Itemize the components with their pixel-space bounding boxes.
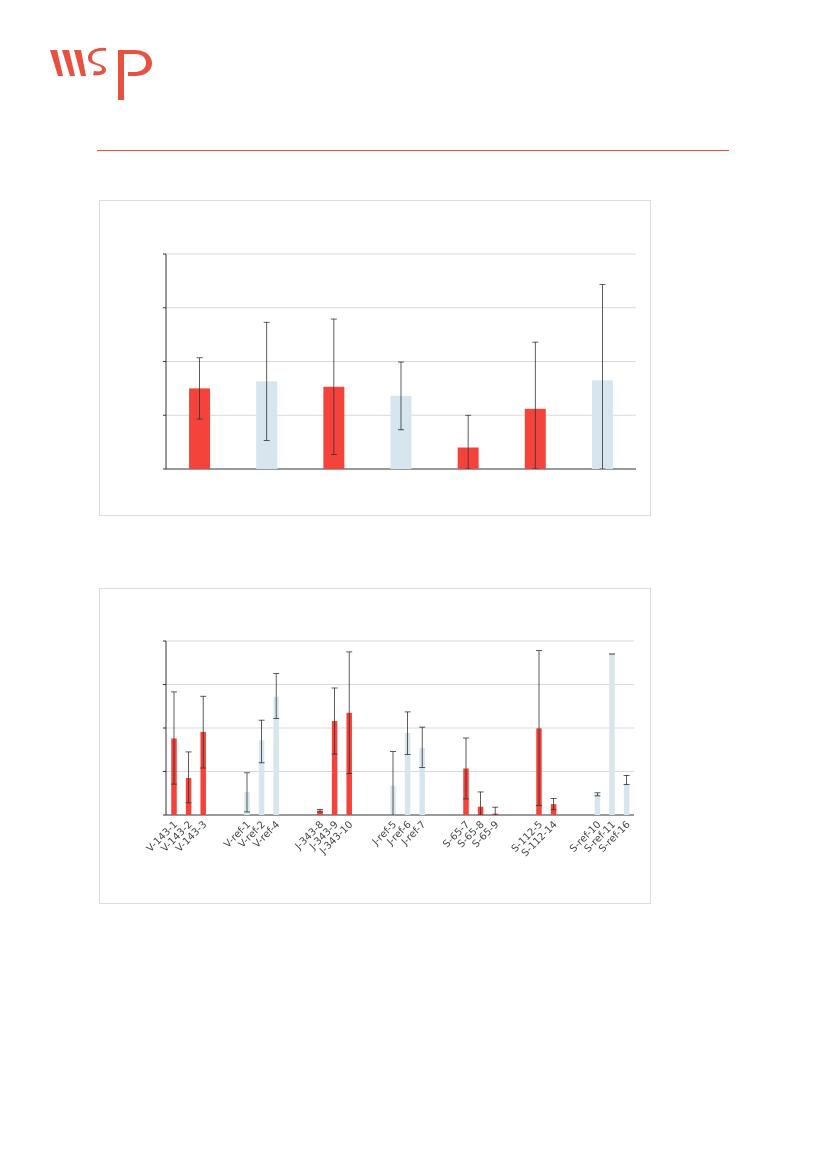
bar [273,696,279,815]
bar [419,748,425,815]
bar [594,794,601,815]
chart-panel-2: V-143-1 V-143-2 V-143-3 V-ref-1 V-ref-2 V-ref… [99,588,651,904]
bar-chart-1 [163,253,636,470]
bar [623,783,630,815]
bar [200,731,206,815]
bar [258,740,265,815]
bar [317,810,323,815]
bar [390,395,412,469]
header-rule [97,150,729,151]
bar [331,721,338,815]
wsp-logo [50,47,152,100]
bar [404,732,411,815]
bar [189,388,211,469]
bar [609,654,615,815]
chart-panel-1 [99,200,651,516]
bar-chart-2: V-143-1V-143-2V-143-3 V-ref-1V-ref-2V-ref… [145,640,634,859]
